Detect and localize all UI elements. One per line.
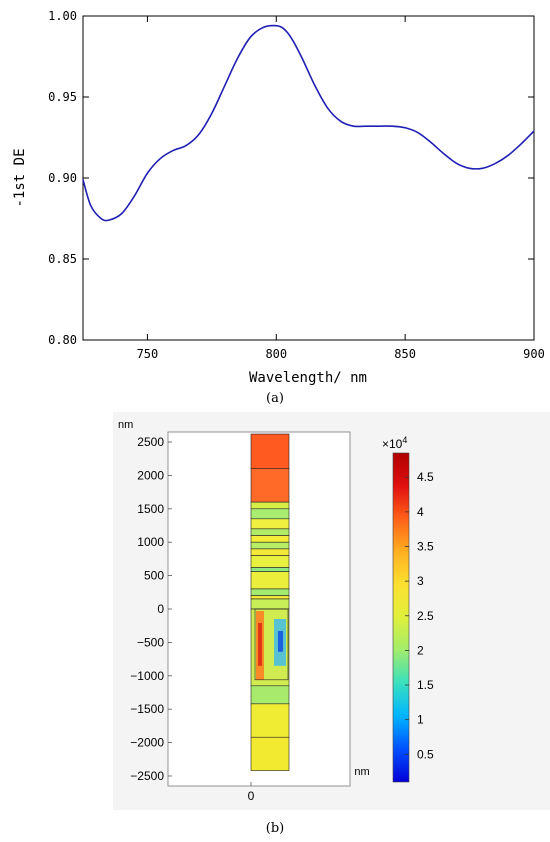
y-tick-label: 0.95 xyxy=(48,90,77,104)
colorbar-tick-label: 0.5 xyxy=(417,747,434,761)
colorbar-tick-label: 2 xyxy=(417,643,424,657)
structure-layer xyxy=(250,703,290,738)
plot-area-a xyxy=(82,15,535,341)
panel-label-b: (b) xyxy=(266,821,284,836)
panel-a-line-chart: 0.80 0.85 0.90 0.95 1.00 750 800 850 900 Wavele… xyxy=(12,9,545,406)
y-tick-label: 0.80 xyxy=(48,333,77,347)
structure-layer xyxy=(250,567,290,572)
colorbar-tick-label: 4 xyxy=(417,505,424,519)
x-unit-label: nm xyxy=(354,766,369,778)
y-tick-label: 0 xyxy=(157,602,164,616)
structure-layer xyxy=(250,588,290,596)
structure-layer xyxy=(250,518,290,530)
y-axis-label: -1st DE xyxy=(12,148,28,207)
field-hotspot-min xyxy=(278,631,283,652)
structure-layer xyxy=(250,736,290,771)
structure-layer xyxy=(250,535,290,543)
y-tick-label: −1500 xyxy=(130,702,164,716)
colorbar-multiplier-base: ×10 xyxy=(382,437,403,451)
y-tick-label: 1500 xyxy=(137,502,164,516)
structure-layer xyxy=(250,571,290,590)
series-line xyxy=(82,24,535,222)
x-axis-ticks-a: 750 800 850 900 xyxy=(137,16,545,361)
colorbar-tick-label: 1 xyxy=(417,713,424,727)
y-tick-label: −500 xyxy=(137,635,164,649)
structure-layer xyxy=(250,501,290,510)
y-tick-label: 0.90 xyxy=(48,171,77,185)
structure-layer xyxy=(250,555,290,568)
y-tick-label: 1.00 xyxy=(48,9,77,23)
waveguide-structure xyxy=(250,433,290,771)
y-tick-label: 0.85 xyxy=(48,252,77,266)
colorbar-multiplier-exponent: 4 xyxy=(402,435,407,445)
structure-layer xyxy=(250,528,290,536)
structure-layer xyxy=(250,468,290,503)
structure-layer xyxy=(250,508,290,520)
y-tick-label: 1000 xyxy=(137,535,164,549)
x-tick-label: 850 xyxy=(394,347,416,361)
grating-outline xyxy=(254,608,289,681)
x-tick-label: 900 xyxy=(523,347,545,361)
y-axis-ticks-a: 0.80 0.85 0.90 0.95 1.00 xyxy=(48,9,534,347)
y-unit-label: nm xyxy=(118,419,133,431)
x-axis-ticks-b: 0 xyxy=(248,782,255,803)
x-axis-label: Wavelength/ nm xyxy=(249,370,367,386)
y-tick-label: −2500 xyxy=(130,769,164,783)
structure-layer xyxy=(250,548,290,556)
colorbar-tick-label: 1.5 xyxy=(417,678,434,692)
colorbar-gradient xyxy=(392,452,410,783)
colorbar-tick-label: 2.5 xyxy=(417,609,434,623)
structure-layer xyxy=(250,433,290,470)
structure-layer xyxy=(250,595,290,600)
colorbar-multiplier: ×104 xyxy=(382,435,407,451)
colorbar-tick-label: 4.5 xyxy=(417,470,434,484)
colorbar-tick-label: 3.5 xyxy=(417,540,434,554)
y-tick-label: 500 xyxy=(144,569,164,583)
x-tick-label: 800 xyxy=(265,347,287,361)
structure-layer xyxy=(250,685,290,705)
x-tick-label: 0 xyxy=(248,789,255,803)
y-axis-ticks-b: 2500 2000 1500 1000 500 0 −500 −1000 −1500 −2000 −… xyxy=(130,435,172,783)
y-tick-label: 2000 xyxy=(137,468,164,482)
y-tick-label: 2500 xyxy=(137,435,164,449)
panel-label-a: (a) xyxy=(266,391,284,406)
structure-layer xyxy=(250,598,290,610)
colorbar-tick-label: 3 xyxy=(417,574,424,588)
x-tick-label: 750 xyxy=(137,347,159,361)
structure-layer xyxy=(250,541,290,550)
colorbar: 0.5 1 1.5 2 2.5 3 3.5 4 4.5 xyxy=(392,452,434,783)
panel-b-field-map: nm nm 2500 2000 1500 1000 500 0 −500 −1000 −1500… xyxy=(113,412,550,836)
y-tick-label: −2000 xyxy=(130,736,164,750)
field-hotspot-peak xyxy=(258,623,262,666)
y-tick-label: −1000 xyxy=(130,669,164,683)
